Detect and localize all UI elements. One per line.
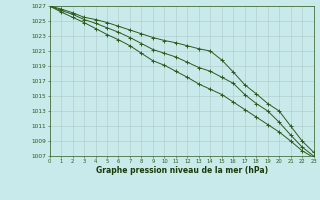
X-axis label: Graphe pression niveau de la mer (hPa): Graphe pression niveau de la mer (hPa)	[96, 166, 268, 175]
